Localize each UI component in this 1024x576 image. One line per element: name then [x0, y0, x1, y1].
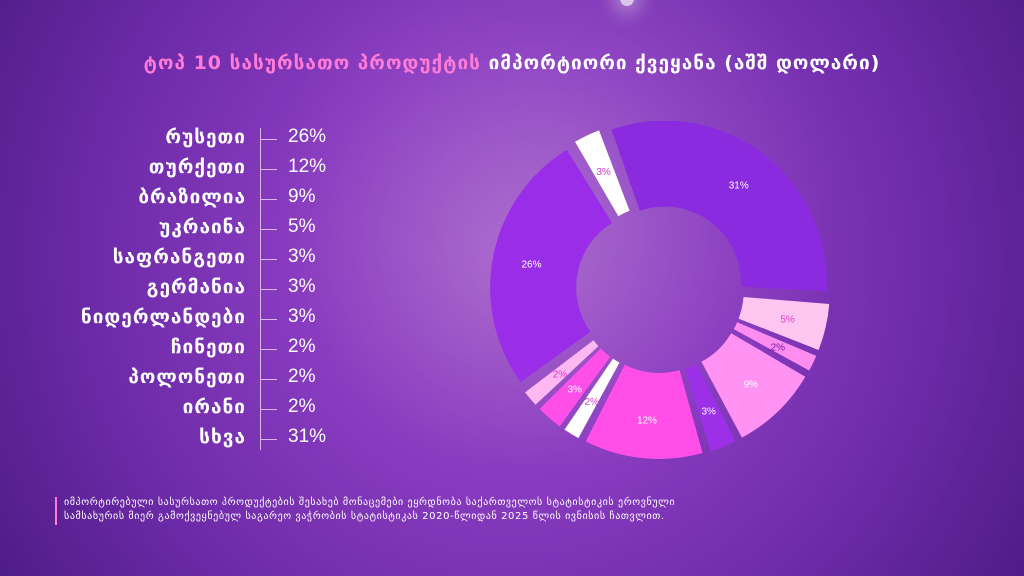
source-note: იმპორტირებული სასურსათო პროდუქტების შესა… — [64, 496, 864, 524]
legend-item: უკრაინა 5% — [0, 216, 340, 242]
legend-value: 2% — [288, 396, 316, 417]
legend-value: 3% — [288, 246, 316, 267]
legend-label: თურქეთი — [148, 156, 246, 178]
legend-label: სხვა — [199, 426, 246, 448]
legend-value: 3% — [288, 306, 316, 327]
legend-value: 31% — [288, 426, 327, 447]
slice-data-label: 5% — [780, 315, 795, 326]
legend-label: ნიდერლანდები — [80, 306, 246, 328]
legend-item: რუსეთი 26% — [0, 126, 340, 152]
donut-slice — [575, 130, 630, 217]
legend-tick — [260, 349, 277, 350]
legend-tick — [260, 169, 277, 170]
legend-label: რუსეთი — [165, 126, 246, 148]
background-light-spot — [620, 0, 634, 6]
donut-slice — [525, 340, 599, 405]
slice-data-label: 2% — [553, 370, 568, 381]
legend-label: გერმანია — [146, 276, 246, 298]
slice-data-label: 9% — [744, 379, 759, 390]
slice-data-label: 26% — [521, 260, 541, 271]
slice-data-label: 3% — [596, 167, 611, 178]
legend-value: 2% — [288, 366, 316, 387]
legend-value: 5% — [288, 216, 316, 237]
legend-item: სხვა 31% — [0, 426, 340, 452]
slice-data-label: 2% — [771, 342, 786, 353]
legend-tick — [260, 409, 277, 410]
donut-slice — [733, 322, 817, 371]
legend-tick — [260, 319, 277, 320]
legend-tick — [260, 379, 277, 380]
legend-label: უკრაინა — [159, 216, 246, 238]
source-note-line-1: იმპორტირებული სასურსათო პროდუქტების შესა… — [64, 497, 676, 508]
donut-slice — [585, 364, 703, 459]
donut-slice — [685, 364, 736, 452]
legend-tick — [260, 199, 277, 200]
donut-slice — [539, 348, 611, 427]
legend-label: პოლონეთი — [128, 366, 246, 388]
legend-value: 26% — [288, 126, 327, 147]
slice-data-label: 31% — [729, 180, 749, 191]
legend-item: ირანი 2% — [0, 396, 340, 422]
title-part-main: იმპორტიორი ქვეყანა (აშშ დოლარი) — [488, 52, 881, 74]
legend-tick — [260, 229, 277, 230]
legend-value: 9% — [288, 186, 316, 207]
footer-accent-bar — [55, 497, 57, 525]
legend-tick — [260, 439, 277, 440]
donut-chart: 31%5%2%9%3%12%2%3%2%26%3% — [490, 121, 830, 459]
legend-tick — [260, 289, 277, 290]
legend-item: თურქეთი 12% — [0, 156, 340, 182]
legend-label: ირანი — [182, 396, 246, 418]
donut-slice — [564, 358, 620, 439]
source-note-line-2: სამსახურის მიერ გამოქვეყნებულ საგარეო ვა… — [64, 511, 665, 522]
legend-item: პოლონეთი 2% — [0, 366, 340, 392]
donut-slice — [611, 121, 827, 292]
slice-data-label: 2% — [584, 397, 599, 408]
donut-slice — [701, 333, 806, 438]
legend-label: ბრაზილია — [138, 186, 246, 208]
legend-value: 2% — [288, 336, 316, 357]
slice-data-label: 3% — [568, 384, 583, 395]
legend-item: საფრანგეთი 3% — [0, 246, 340, 272]
legend-label: საფრანგეთი — [112, 246, 246, 268]
legend-tick — [260, 139, 277, 140]
legend-item: გერმანია 3% — [0, 276, 340, 302]
legend-tick — [260, 259, 277, 260]
page-title: ტოპ 10 სასურსათო პროდუქტის იმპორტიორი ქვ… — [0, 52, 1024, 74]
donut-slice — [738, 297, 830, 351]
legend-label: ჩინეთი — [170, 336, 246, 358]
slice-data-label: 3% — [702, 407, 717, 418]
legend-item: ბრაზილია 9% — [0, 186, 340, 212]
slice-data-label: 12% — [637, 415, 657, 426]
title-part-highlight: ტოპ 10 სასურსათო პროდუქტის — [143, 52, 481, 74]
legend-value: 3% — [288, 276, 316, 297]
legend-item: ნიდერლანდები 3% — [0, 306, 340, 332]
legend-item: ჩინეთი 2% — [0, 336, 340, 362]
donut-slice — [490, 149, 613, 383]
legend-value: 12% — [288, 156, 327, 177]
